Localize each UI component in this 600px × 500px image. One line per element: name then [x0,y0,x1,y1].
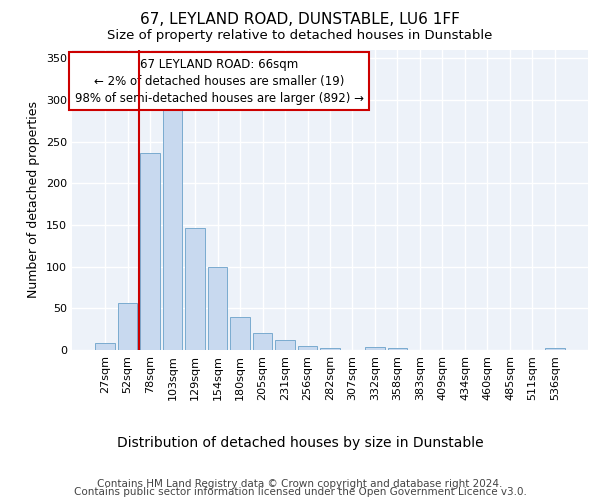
Bar [545,348,565,350]
Text: 67 LEYLAND ROAD: 66sqm
← 2% of detached houses are smaller (19)
98% of semi-deta: 67 LEYLAND ROAD: 66sqm ← 2% of detached … [74,58,364,104]
Text: Distribution of detached houses by size in Dunstable: Distribution of detached houses by size … [116,436,484,450]
Text: Size of property relative to detached houses in Dunstable: Size of property relative to detached ho… [107,29,493,42]
Bar [95,344,115,350]
Text: 67, LEYLAND ROAD, DUNSTABLE, LU6 1FF: 67, LEYLAND ROAD, DUNSTABLE, LU6 1FF [140,12,460,28]
Bar [253,332,272,350]
Bar [208,266,227,350]
Text: Contains public sector information licensed under the Open Government Licence v3: Contains public sector information licen… [74,487,526,497]
Bar [185,228,205,350]
Bar [320,348,340,350]
Bar [275,340,295,350]
Bar [298,346,317,350]
Y-axis label: Number of detached properties: Number of detached properties [28,102,40,298]
Text: Contains HM Land Registry data © Crown copyright and database right 2024.: Contains HM Land Registry data © Crown c… [97,479,503,489]
Bar [163,108,182,350]
Bar [388,348,407,350]
Bar [230,316,250,350]
Bar [365,346,385,350]
Bar [118,302,137,350]
Bar [140,152,160,350]
